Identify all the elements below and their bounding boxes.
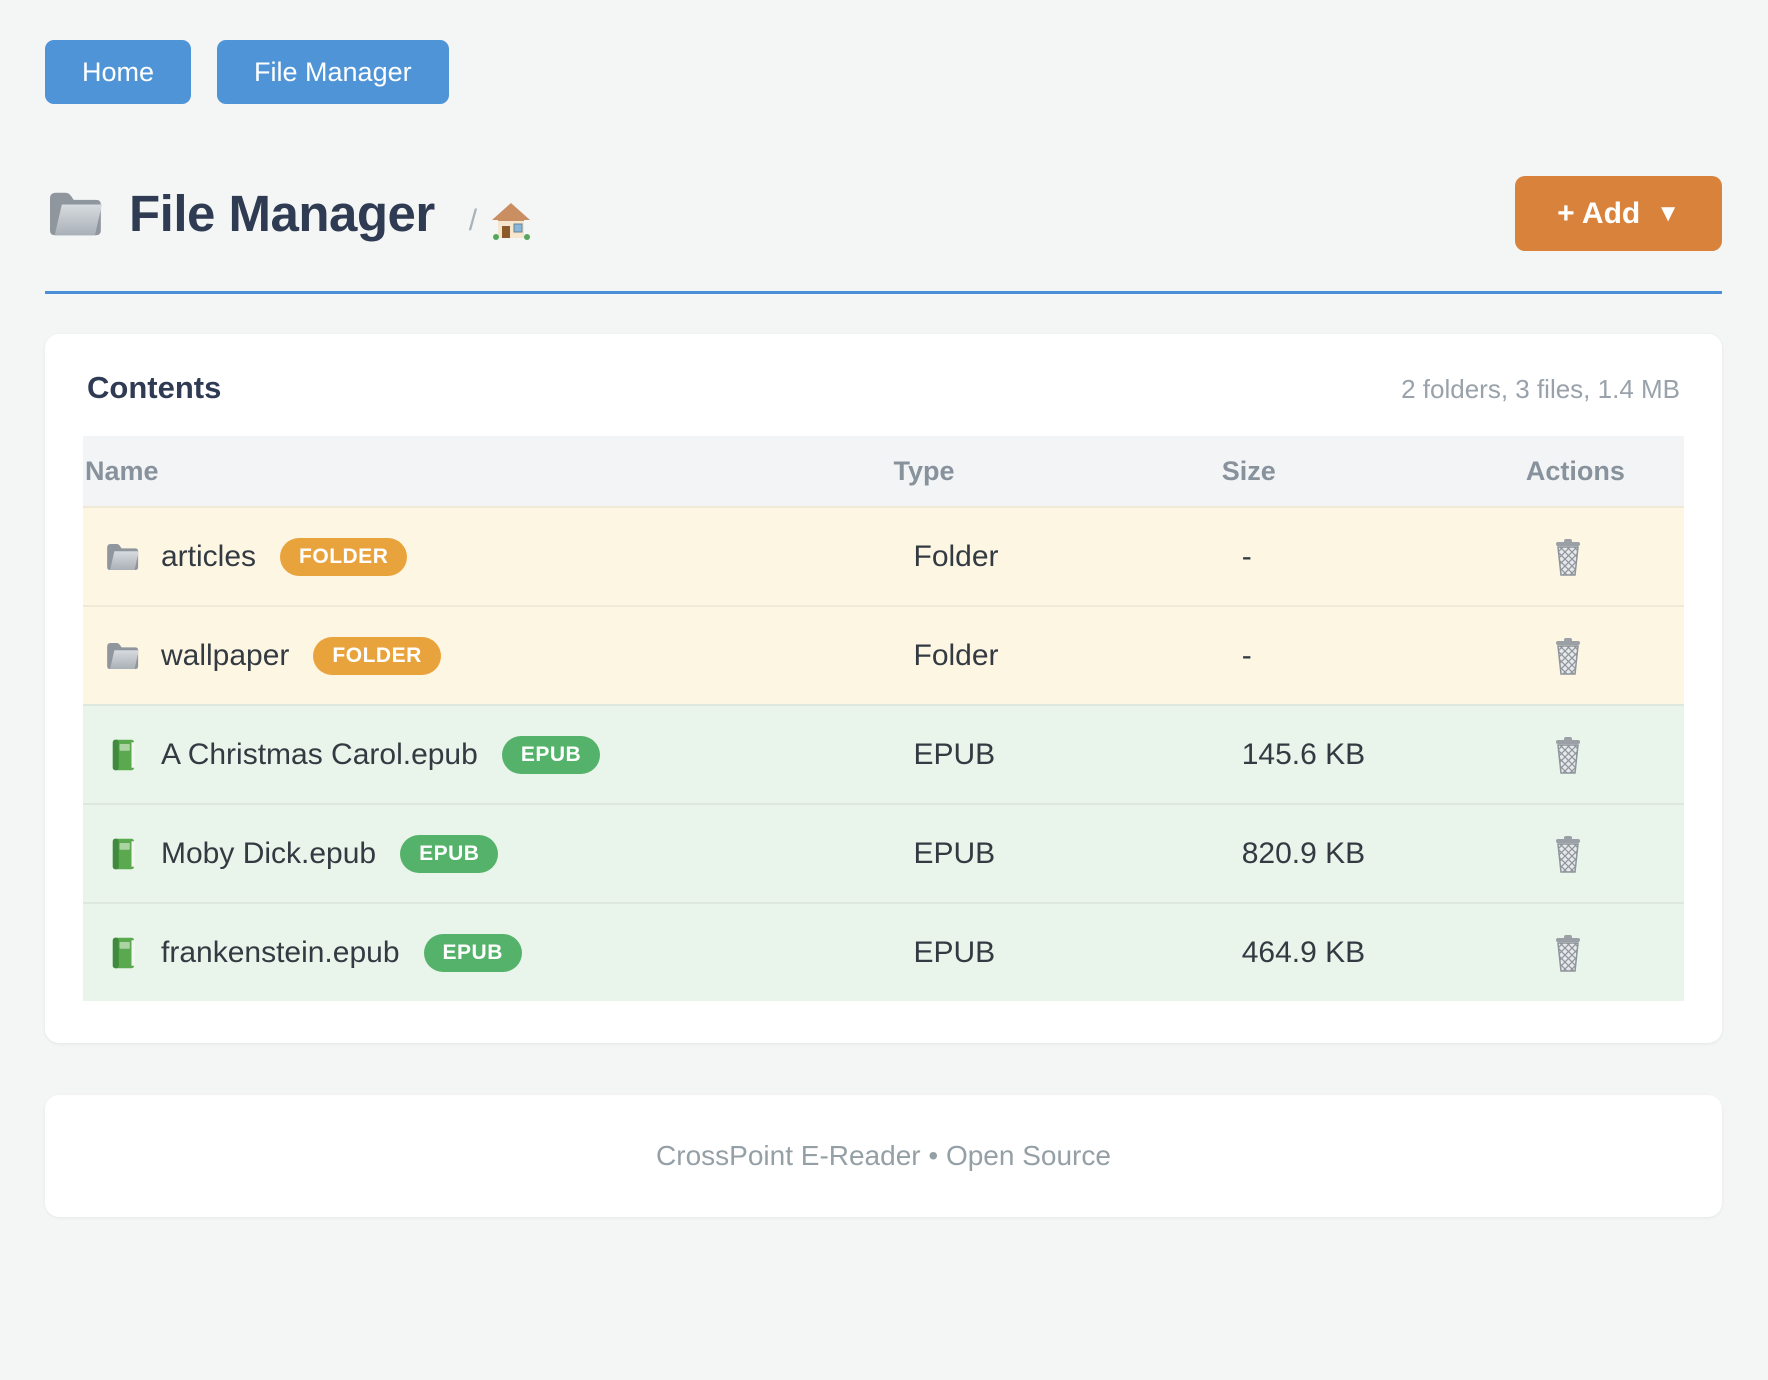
table-row: Moby Dick.epub EPUB EPUB 820.9 KB	[83, 803, 1684, 902]
item-name-link[interactable]: Moby Dick.epub	[161, 836, 377, 870]
folder-icon	[107, 642, 139, 669]
breadcrumb-home-link[interactable]	[491, 201, 531, 241]
name-cell: articles FOLDER	[83, 537, 892, 576]
breadcrumb-separator: /	[468, 203, 478, 237]
file-table: Name Type Size Actions articles FOLDER F…	[83, 436, 1684, 1001]
delete-button[interactable]	[1546, 732, 1590, 778]
footer: CrossPoint E-Reader • Open Source	[45, 1095, 1722, 1217]
book-icon	[112, 937, 135, 968]
delete-button[interactable]	[1546, 633, 1590, 679]
add-button[interactable]: + Add ▼	[1515, 176, 1722, 251]
name-cell: A Christmas Carol.epub EPUB	[83, 735, 892, 774]
type-cell: EPUB	[913, 737, 996, 771]
size-cell: 820.9 KB	[1241, 836, 1366, 870]
table-row: frankenstein.epub EPUB EPUB 464.9 KB	[83, 902, 1684, 1001]
type-cell: EPUB	[913, 836, 996, 870]
title-group: File Manager /	[45, 184, 531, 243]
trash-icon	[1555, 537, 1581, 576]
epub-badge: EPUB	[423, 933, 522, 972]
size-cell: 464.9 KB	[1241, 935, 1366, 969]
folder-badge: FOLDER	[280, 537, 408, 576]
delete-button[interactable]	[1546, 930, 1590, 976]
item-name-link[interactable]: wallpaper	[161, 638, 290, 672]
delete-button[interactable]	[1546, 534, 1590, 580]
name-cell: frankenstein.epub EPUB	[83, 933, 892, 972]
size-cell: -	[1241, 539, 1252, 573]
contents-card-header: Contents 2 folders, 3 files, 1.4 MB	[83, 370, 1684, 406]
contents-heading: Contents	[87, 370, 222, 405]
size-cell: -	[1241, 638, 1252, 672]
table-row: articles FOLDER Folder -	[83, 506, 1684, 605]
table-header-row: Name Type Size Actions	[83, 436, 1684, 506]
item-name-link[interactable]: articles	[161, 539, 257, 573]
delete-button[interactable]	[1546, 831, 1590, 877]
column-header-type: Type	[893, 455, 955, 486]
home-icon	[491, 202, 531, 240]
chevron-down-icon: ▼	[1656, 199, 1680, 227]
file-manager-button[interactable]: File Manager	[217, 40, 449, 104]
contents-summary: 2 folders, 3 files, 1.4 MB	[1401, 374, 1680, 404]
home-button[interactable]: Home	[45, 40, 192, 104]
page-header: File Manager / + Add ▼	[45, 176, 1722, 251]
contents-card: Contents 2 folders, 3 files, 1.4 MB Name…	[45, 334, 1722, 1043]
column-header-size: Size	[1221, 455, 1276, 486]
accent-divider	[45, 291, 1722, 294]
name-cell: wallpaper FOLDER	[83, 636, 892, 675]
book-icon	[112, 838, 135, 869]
epub-badge: EPUB	[501, 735, 601, 774]
open-folder-icon	[50, 192, 102, 235]
trash-icon	[1555, 735, 1581, 774]
trash-icon	[1555, 636, 1581, 675]
trash-icon	[1555, 834, 1581, 873]
type-cell: EPUB	[913, 935, 996, 969]
folder-badge: FOLDER	[313, 636, 441, 675]
footer-text: CrossPoint E-Reader • Open Source	[656, 1140, 1111, 1171]
item-name-link[interactable]: A Christmas Carol.epub	[161, 737, 478, 771]
item-name-link[interactable]: frankenstein.epub	[161, 935, 400, 969]
add-button-label: + Add	[1557, 196, 1641, 230]
breadcrumb: /	[469, 201, 531, 241]
table-body: articles FOLDER Folder - wallpaper	[83, 506, 1684, 1001]
table-row: A Christmas Carol.epub EPUB EPUB 145.6 K…	[83, 704, 1684, 803]
type-cell: Folder	[913, 638, 999, 672]
column-header-name: Name	[85, 455, 159, 486]
page: Home File Manager File Manager / + Add ▼…	[45, 40, 1722, 1217]
folder-icon	[107, 543, 139, 570]
table-row: wallpaper FOLDER Folder -	[83, 605, 1684, 704]
column-header-actions: Actions	[1525, 455, 1625, 486]
book-icon	[112, 739, 135, 770]
trash-icon	[1555, 933, 1581, 972]
size-cell: 145.6 KB	[1241, 737, 1366, 771]
epub-badge: EPUB	[400, 834, 499, 873]
top-navbar: Home File Manager	[45, 40, 1722, 104]
type-cell: Folder	[913, 539, 999, 573]
name-cell: Moby Dick.epub EPUB	[83, 834, 892, 873]
page-title: File Manager	[129, 185, 435, 242]
